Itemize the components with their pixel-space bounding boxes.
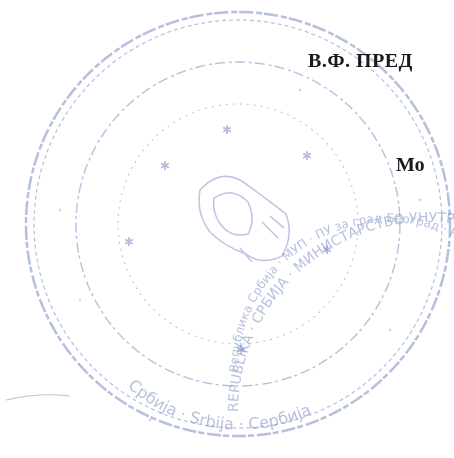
seal-bottom-lettering: Србија · Srbija · Сербија: [125, 375, 314, 433]
svg-text:✱: ✱: [302, 149, 312, 163]
svg-text:✱: ✱: [124, 235, 134, 249]
svg-text:✱: ✱: [236, 343, 246, 357]
place-line: Мо: [396, 154, 425, 176]
svg-text:✱: ✱: [222, 123, 232, 137]
coat-of-arms-icon: [198, 175, 290, 263]
svg-text:✱: ✱: [160, 159, 170, 173]
author-line: В.Ф. ПРЕД: [308, 50, 413, 72]
svg-text:✱: ✱: [322, 243, 332, 257]
